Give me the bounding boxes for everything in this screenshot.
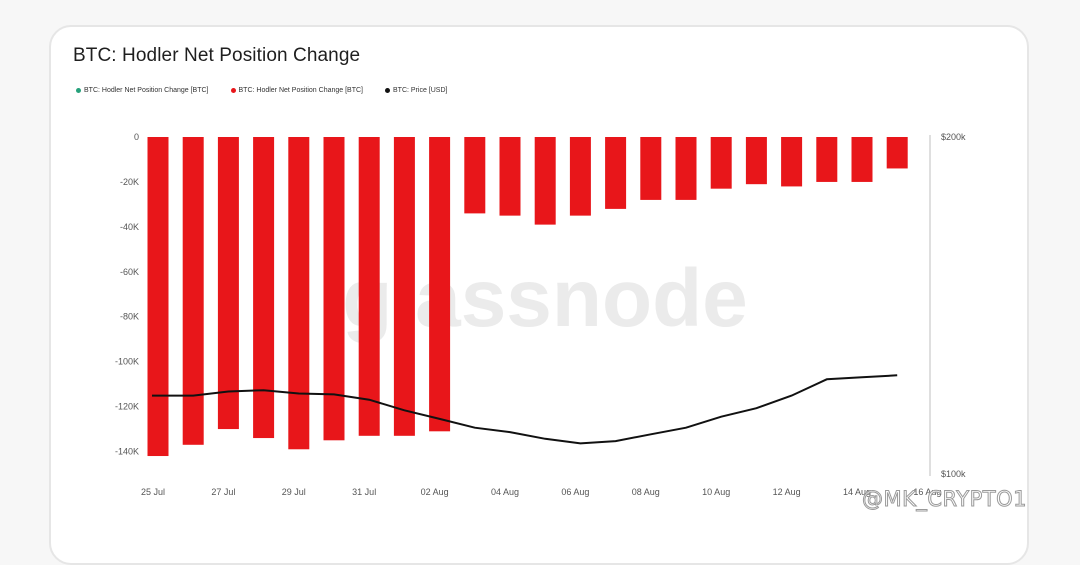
chart-svg: glassnode 0-20K-40K-60K-80K-100K-120K-14… — [115, 132, 966, 497]
bar[interactable] — [182, 137, 204, 445]
x-tick-label: 06 Aug — [561, 487, 589, 497]
chart-title: BTC: Hodler Net Position Change — [73, 45, 361, 66]
legend-dot-black — [385, 88, 390, 93]
y-axis-right: $200k $100k — [941, 132, 966, 479]
bar[interactable] — [569, 137, 591, 216]
bar[interactable] — [745, 137, 767, 185]
price-line — [152, 374, 898, 445]
x-tick-label: 08 Aug — [632, 487, 660, 497]
y-right-tick-label: $200k — [941, 132, 966, 142]
bar[interactable] — [640, 137, 662, 200]
x-tick-label: 25 Jul — [141, 487, 165, 497]
x-axis: 25 Jul 27 Jul 29 Jul 31 Jul 02 Aug 04 Aug 06 A… — [141, 487, 941, 497]
legend-item-price[interactable]: BTC: Price [USD] — [385, 87, 447, 94]
x-tick-label: 04 Aug — [491, 487, 519, 497]
bar[interactable] — [675, 137, 697, 200]
y-left-tick-label: -20K — [120, 177, 139, 187]
x-tick-label: 10 Aug — [702, 487, 730, 497]
chart-card — [49, 25, 1029, 565]
bar[interactable] — [534, 137, 556, 225]
bar[interactable] — [288, 137, 310, 450]
bar[interactable] — [429, 137, 451, 432]
bar[interactable] — [781, 137, 803, 187]
x-tick-label: 12 Aug — [773, 487, 801, 497]
y-left-tick-label: 0 — [134, 132, 139, 142]
user-watermark: @MK_CRYPTO1 — [861, 487, 1028, 512]
bar[interactable] — [217, 137, 239, 430]
y-left-tick-label: -140K — [115, 447, 139, 457]
y-left-tick-label: -60K — [120, 267, 139, 277]
bar[interactable] — [147, 137, 169, 457]
y-axis-left: 0 -20K -40K -60K -80K -100K -120K -140K — [115, 132, 139, 457]
legend-item-hodler-red[interactable]: BTC: Hodler Net Position Change [BTC] — [230, 87, 364, 94]
x-tick-label: 02 Aug — [421, 487, 449, 497]
x-tick-label: 16 Aug — [913, 487, 941, 497]
bar[interactable] — [323, 137, 345, 441]
x-tick-label: 14 Aug — [843, 487, 871, 497]
y-left-tick-label: -120K — [115, 402, 139, 412]
x-tick-label: 29 Jul — [282, 487, 306, 497]
bar[interactable] — [605, 137, 627, 209]
bar[interactable] — [851, 137, 873, 182]
y-right-tick-label: $100k — [941, 469, 966, 479]
y-left-tick-label: -80K — [120, 312, 139, 322]
bar[interactable] — [710, 137, 732, 189]
legend-dot-green — [76, 88, 81, 93]
bar[interactable] — [358, 137, 380, 436]
legend: BTC: Hodler Net Position Change [BTC] BT… — [76, 87, 447, 94]
bars-group — [147, 137, 908, 457]
bar[interactable] — [253, 137, 275, 439]
y-left-tick-label: -100K — [115, 357, 139, 367]
x-tick-label: 27 Jul — [211, 487, 235, 497]
bar[interactable] — [464, 137, 486, 214]
x-tick-label: 31 Jul — [352, 487, 376, 497]
bar[interactable] — [393, 137, 415, 436]
legend-label: BTC: Hodler Net Position Change [BTC] — [238, 87, 364, 94]
legend-dot-red — [230, 88, 236, 93]
bar[interactable] — [499, 137, 521, 216]
bar[interactable] — [886, 137, 908, 169]
legend-label: BTC: Price [USD] — [393, 87, 448, 94]
bar[interactable] — [816, 137, 838, 182]
legend-label: BTC: Hodler Net Position Change [BTC] — [84, 87, 209, 94]
legend-item-hodler-green[interactable]: BTC: Hodler Net Position Change [BTC] — [76, 87, 209, 94]
y-left-tick-label: -40K — [120, 222, 139, 232]
